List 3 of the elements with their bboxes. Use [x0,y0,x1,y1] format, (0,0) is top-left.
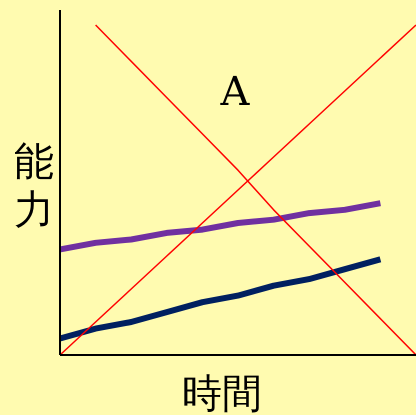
annotation: A [220,69,251,115]
x-axis-title: 時間 [182,371,262,415]
y-axis-title: 能力 [14,139,54,233]
